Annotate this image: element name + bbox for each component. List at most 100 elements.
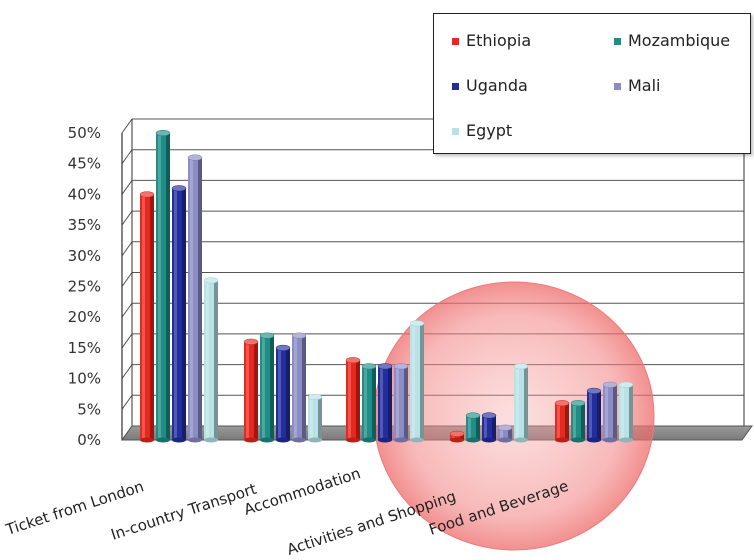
bar-shade xyxy=(270,336,274,440)
bar xyxy=(603,382,617,443)
bar-top xyxy=(571,400,585,406)
bar-highlight xyxy=(557,403,560,440)
bar-shade xyxy=(629,385,633,440)
bar-highlight xyxy=(621,385,624,440)
y-tick-label: 15% xyxy=(68,339,101,357)
bar-shade xyxy=(597,391,601,440)
bar xyxy=(362,364,376,443)
bar-highlight xyxy=(468,415,471,440)
bar-top xyxy=(140,192,154,198)
bar-shade xyxy=(524,366,528,440)
bar-base xyxy=(394,438,408,443)
bar-base xyxy=(587,438,601,443)
bar xyxy=(346,357,360,442)
bar-base xyxy=(555,438,569,443)
legend-label-egypt: Egypt xyxy=(466,121,512,140)
bar-highlight xyxy=(310,397,313,440)
bar-base xyxy=(603,438,617,443)
bar-shade xyxy=(254,342,258,440)
legend-swatch-uganda xyxy=(452,83,459,90)
bar-base xyxy=(450,438,464,443)
y-tick-label: 0% xyxy=(77,431,101,449)
bar xyxy=(482,413,496,443)
bar-top xyxy=(394,364,408,370)
bar-shade xyxy=(420,323,424,440)
bar-base xyxy=(292,438,306,443)
bar xyxy=(188,155,202,443)
legend-swatch-egypt xyxy=(452,128,459,135)
legend-item-ethiopia: Ethiopia xyxy=(452,31,531,50)
bar-top xyxy=(555,400,569,406)
bar-top xyxy=(244,339,258,345)
legend-swatch-ethiopia xyxy=(452,38,459,45)
bar-top xyxy=(346,357,360,363)
bar-base xyxy=(378,438,392,443)
y-tick-label: 30% xyxy=(68,247,101,265)
bar-base xyxy=(156,438,170,443)
bar xyxy=(204,278,218,443)
gridline-diagonal xyxy=(122,273,132,287)
bar-highlight xyxy=(396,366,399,440)
legend-label-ethiopia: Ethiopia xyxy=(466,31,531,50)
x-tick-label: Accommodation xyxy=(242,464,363,519)
gridline-diagonal xyxy=(122,303,132,317)
bar-top xyxy=(260,333,274,339)
bar-highlight xyxy=(516,366,519,440)
bar-top xyxy=(466,413,480,419)
legend-label-mali: Mali xyxy=(628,76,661,95)
bar-highlight xyxy=(278,348,281,440)
bar-top xyxy=(619,382,633,388)
legend-item-uganda: Uganda xyxy=(452,76,528,95)
y-tick-label: 50% xyxy=(68,124,101,142)
bar-highlight xyxy=(589,391,592,440)
bar-top xyxy=(450,431,464,437)
bar-highlight xyxy=(206,280,209,440)
bar xyxy=(466,413,480,443)
y-tick-label: 20% xyxy=(68,308,101,326)
bar-shade xyxy=(356,360,360,440)
bar xyxy=(587,388,601,442)
gridline-diagonal xyxy=(122,242,132,256)
bar-highlight xyxy=(190,158,193,440)
bar-highlight xyxy=(174,188,177,440)
bar-shade xyxy=(492,415,496,440)
bar-top xyxy=(378,364,392,370)
bar-highlight xyxy=(573,403,576,440)
bar xyxy=(498,425,512,443)
bar-highlight xyxy=(348,360,351,440)
y-tick-label: 25% xyxy=(68,278,101,296)
bar-base xyxy=(514,438,528,443)
bar-base xyxy=(410,438,424,443)
bar-highlight xyxy=(246,342,249,440)
bar-highlight xyxy=(380,366,383,440)
bar-base xyxy=(188,438,202,443)
bar-base xyxy=(260,438,274,443)
bar-shade xyxy=(286,348,290,440)
bar-top xyxy=(603,382,617,388)
bar-base xyxy=(482,438,496,443)
bar xyxy=(394,364,408,443)
bar-top xyxy=(292,333,306,339)
legend-swatch-mozambique xyxy=(614,38,621,45)
legend-item-egypt: Egypt xyxy=(452,121,512,140)
bar-shade xyxy=(388,366,392,440)
bar-base xyxy=(362,438,376,443)
bar-top xyxy=(482,413,496,419)
bar xyxy=(172,185,186,442)
bar-highlight xyxy=(158,133,161,440)
legend-label-mozambique: Mozambique xyxy=(628,31,730,50)
bar-base xyxy=(498,438,512,443)
bar xyxy=(244,339,258,443)
bar xyxy=(450,431,464,442)
bar-highlight xyxy=(142,194,145,440)
bar-shade xyxy=(581,403,585,440)
bar-shade xyxy=(150,194,154,440)
y-axis-ticks: 0% 5% 10% 15% 20% 25% 30% 35% 40% 45% 50% xyxy=(68,124,101,449)
bar xyxy=(555,400,569,442)
y-tick-label: 10% xyxy=(68,370,101,388)
bar-base xyxy=(172,438,186,443)
bar xyxy=(514,364,528,443)
bar-shade xyxy=(214,280,218,440)
bar-top xyxy=(410,321,424,327)
bar xyxy=(156,130,170,442)
